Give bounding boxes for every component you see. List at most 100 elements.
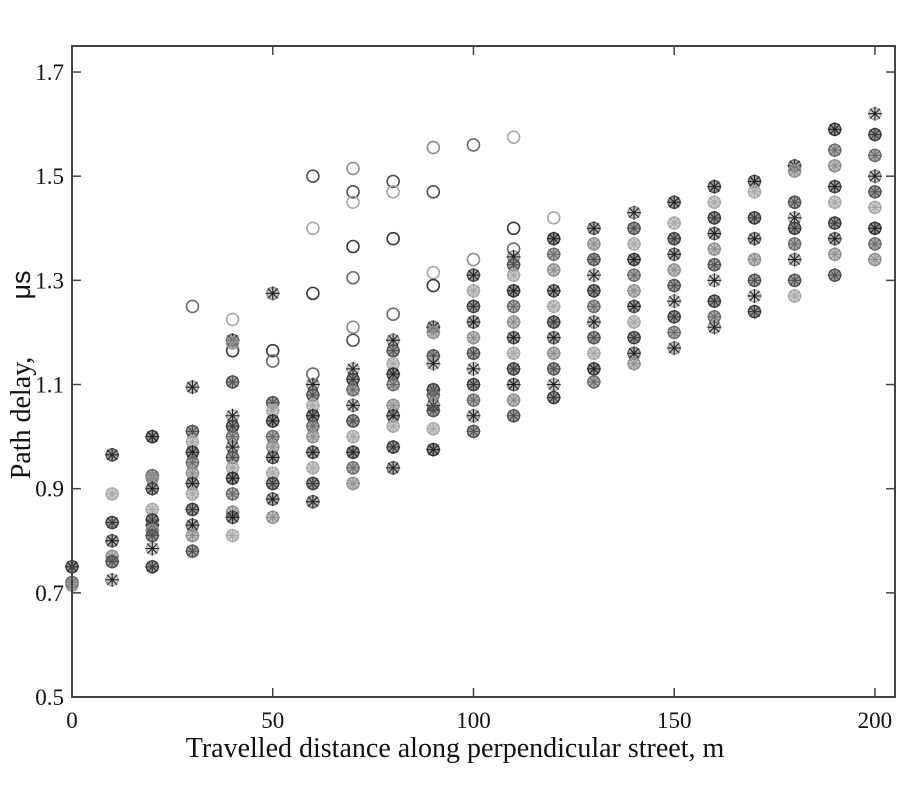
data-point: [586, 221, 601, 236]
data-point: [867, 184, 882, 199]
data-point: [546, 390, 561, 405]
data-point: [225, 335, 240, 350]
data-point: [586, 374, 601, 389]
data-point: [747, 288, 762, 303]
data-point: [506, 268, 521, 283]
data-point-circle: [346, 185, 360, 199]
data-point: [707, 179, 722, 194]
data-point: [185, 544, 200, 559]
y-tick-label: 1.7: [35, 60, 64, 85]
data-point-circle: [346, 195, 360, 210]
x-tick-label: 200: [858, 708, 893, 733]
data-point: [747, 304, 762, 319]
data-point: [466, 361, 481, 376]
y-tick-label: 0.7: [35, 581, 64, 606]
data-point: [827, 122, 842, 137]
data-point: [586, 330, 601, 345]
data-point: [787, 252, 802, 267]
data-point: [747, 231, 762, 246]
data-point: [627, 252, 642, 267]
data-point: [867, 236, 882, 251]
data-point: [546, 262, 561, 277]
data-point: [787, 163, 802, 178]
y-axis-unit: μs: [6, 270, 36, 299]
data-point-circle: [546, 211, 561, 225]
data-point: [787, 195, 802, 210]
data-point: [506, 346, 521, 361]
y-tick-label: 1.5: [35, 164, 64, 189]
data-point: [667, 247, 682, 262]
y-tick-label: 1.3: [35, 268, 64, 293]
data-point: [145, 528, 160, 543]
data-point: [506, 393, 521, 408]
data-point: [667, 341, 682, 356]
data-point: [466, 346, 481, 361]
data-point: [466, 283, 481, 298]
data-point: [105, 486, 120, 501]
data-point: [346, 382, 361, 397]
data-point-circle: [386, 174, 400, 189]
data-point: [265, 492, 280, 507]
data-point: [827, 195, 842, 210]
data-point: [185, 518, 200, 533]
data-point: [426, 421, 441, 436]
data-point: [707, 195, 722, 210]
data-point: [546, 377, 561, 392]
data-point: [105, 554, 120, 569]
data-point: [466, 268, 481, 283]
data-point: [466, 424, 481, 439]
data-point: [145, 471, 160, 486]
data-point-circle: [386, 185, 400, 199]
data-point: [827, 231, 842, 246]
data-point: [707, 294, 722, 309]
data-point: [627, 315, 642, 330]
x-tick-label: 150: [657, 708, 692, 733]
data-point: [506, 361, 521, 376]
data-point: [787, 221, 802, 236]
data-point: [827, 216, 842, 231]
data-point-circle: [506, 221, 521, 236]
data-point-circle: [426, 185, 441, 199]
data-point: [667, 278, 682, 293]
data-point: [466, 393, 481, 408]
data-point: [586, 236, 601, 251]
data-point: [627, 283, 642, 298]
data-point: [546, 283, 561, 298]
data-point: [386, 419, 401, 434]
data-point: [145, 559, 160, 574]
data-point: [586, 299, 601, 314]
data-point: [667, 325, 682, 340]
x-tick-label: 0: [66, 708, 78, 733]
data-point: [346, 413, 361, 428]
data-point-circle: [506, 130, 521, 144]
data-point: [546, 315, 561, 330]
data-point: [747, 184, 762, 199]
data-point: [305, 476, 320, 491]
data-point: [546, 346, 561, 361]
y-tick-label: 1.1: [35, 373, 64, 398]
data-point-circle: [426, 140, 441, 155]
y-tick-label: 0.5: [35, 685, 64, 710]
data-point: [867, 252, 882, 267]
data-point: [346, 372, 361, 387]
data-point: [867, 169, 882, 184]
data-point: [386, 367, 401, 382]
data-point: [787, 236, 802, 251]
data-point: [707, 226, 722, 241]
data-point: [346, 476, 361, 491]
data-point-circle: [466, 138, 481, 152]
data-point: [426, 325, 441, 340]
data-point: [346, 398, 361, 413]
data-point: [225, 528, 240, 543]
data-point: [586, 252, 601, 267]
data-point: [265, 286, 280, 301]
y-tick-label: 0.9: [35, 477, 64, 502]
data-point: [346, 445, 361, 460]
data-point: [305, 494, 320, 509]
data-point: [466, 408, 481, 423]
data-point: [466, 315, 481, 330]
data-point: [586, 315, 601, 330]
x-tick-label: 50: [261, 708, 284, 733]
data-point: [827, 158, 842, 173]
